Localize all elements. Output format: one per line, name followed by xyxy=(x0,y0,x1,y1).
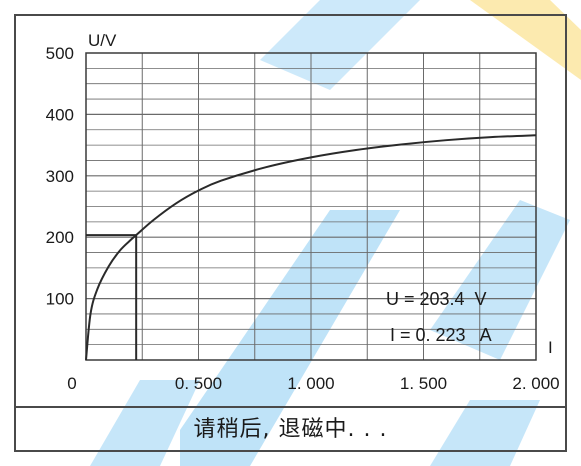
chart-series xyxy=(85,134,537,361)
plot-border xyxy=(85,52,537,361)
series-line xyxy=(85,134,537,361)
y-tick-label: 100 xyxy=(46,290,74,309)
y-tick-label: 400 xyxy=(46,105,74,124)
x-axis-label: I xyxy=(548,338,553,357)
outer-frame xyxy=(14,14,567,452)
chart-axes xyxy=(85,52,537,361)
y-axis-label: U/V xyxy=(88,31,117,50)
status-divider xyxy=(16,406,565,408)
y-tick-label: 200 xyxy=(46,228,74,247)
x-tick-label: 0. 500 xyxy=(175,374,222,393)
y-tick-label: 500 xyxy=(46,44,74,63)
readout-voltage: U = 203.4 V xyxy=(386,289,487,309)
x-tick-label: 0 xyxy=(67,374,76,393)
readout-current: I = 0. 223 A xyxy=(390,325,492,345)
chart-tick-labels: 100 200 300 400 500 0 0. 500 1. 000 1. 500 2. 000 xyxy=(46,44,560,393)
x-tick-label: 2. 000 xyxy=(512,374,559,393)
chart-grid xyxy=(86,53,536,360)
x-tick-label: 1. 000 xyxy=(287,374,334,393)
status-message: 请稍后, 退磁中. . . xyxy=(193,417,388,442)
x-tick-label: 1. 500 xyxy=(400,374,447,393)
chart-marker xyxy=(86,234,138,360)
y-tick-label: 300 xyxy=(46,167,74,186)
